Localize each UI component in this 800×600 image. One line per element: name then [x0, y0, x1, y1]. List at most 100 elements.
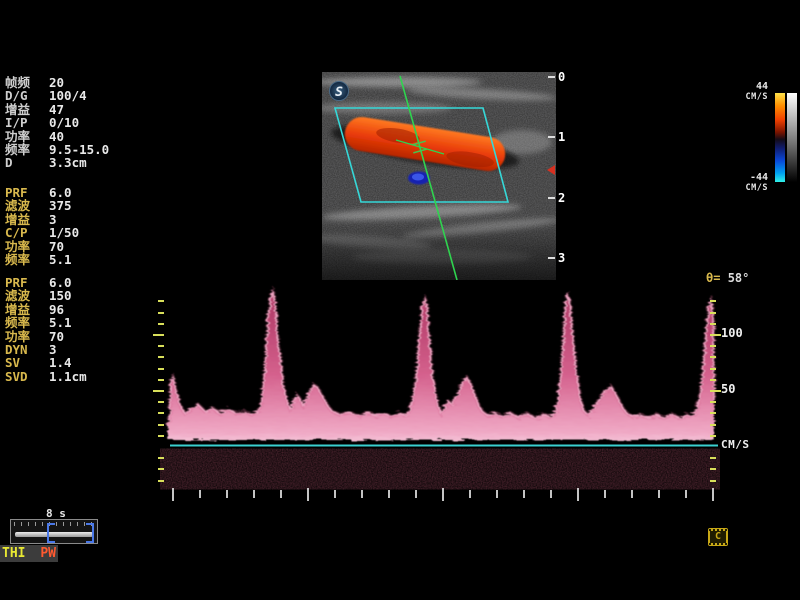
param-label: PRF: [5, 275, 28, 290]
param-row: 频率 9.5-15.0: [5, 142, 155, 158]
velocity-tick-right: [710, 368, 716, 370]
param-label: 功率: [5, 238, 31, 254]
param-value: 100/4: [49, 88, 87, 104]
film-perforation: [709, 529, 727, 531]
colorbar-max-label: 44 cm/s: [745, 81, 768, 102]
param-row: I/P 0/10: [5, 116, 155, 130]
param-value: 1/50: [49, 225, 80, 241]
sub-baseline-noise: [170, 452, 714, 486]
param-value: 9.5-15.0: [49, 142, 110, 158]
thi-mode-label[interactable]: THI: [2, 546, 26, 561]
param-label: 频率: [5, 315, 31, 331]
velocity-tick-left: [158, 468, 164, 470]
velocity-tick-right: [710, 312, 716, 314]
param-label: DYN: [5, 342, 28, 358]
time-ruler-tick: [469, 490, 471, 498]
doppler-beam-line[interactable]: [399, 75, 458, 280]
param-value: 47: [49, 101, 65, 117]
velocity-tick-left: [158, 300, 164, 302]
time-ruler-tick: [361, 490, 363, 498]
depth-tick: [548, 257, 555, 259]
grayscale-bar: [787, 93, 797, 182]
depth-label: 3: [558, 251, 566, 265]
param-label: SV: [5, 355, 21, 371]
velocity-tick-left: [158, 379, 164, 381]
param-value: 6.0: [49, 275, 72, 290]
param-row: 帧频 20: [5, 75, 155, 90]
angle-correct-line[interactable]: [395, 139, 445, 155]
cine-bar-tick: [14, 522, 15, 526]
color-flow-jet: [344, 116, 506, 172]
velocity-tick-left: [158, 480, 164, 482]
param-label: 滤波: [5, 288, 31, 304]
time-ruler-tick: [631, 490, 633, 498]
param-label: SVD: [5, 368, 28, 384]
param-value: 1.4: [49, 355, 72, 371]
velocity-tick-right: [710, 424, 716, 426]
pw-mode-label[interactable]: PW: [40, 546, 56, 561]
velocity-tick-right: [710, 334, 721, 336]
param-row: D/G 100/4: [5, 88, 155, 104]
depth-shadow: [322, 222, 556, 280]
cine-bar-tick: [77, 522, 78, 526]
param-label: 功率: [5, 328, 31, 344]
bmode-image[interactable]: S: [322, 72, 556, 280]
velocity-label: 100: [721, 326, 743, 340]
cine-bar-tick: [21, 522, 22, 526]
param-label: C/P: [5, 225, 28, 241]
time-ruler-tick: [604, 490, 606, 498]
color-doppler-scale-bar: [775, 93, 785, 182]
param-row: 频率 5.1: [5, 315, 155, 331]
velocity-tick-right: [710, 401, 716, 403]
param-row: 增益 96: [5, 302, 155, 316]
param-value: 40: [49, 128, 65, 144]
colorbar-min-label: -44 cm/s: [745, 172, 768, 193]
param-value: 375: [49, 198, 72, 214]
param-value: 20: [49, 75, 65, 90]
param-row: 功率 70: [5, 328, 155, 344]
velocity-tick-right: [710, 435, 716, 437]
depth-label: 1: [558, 130, 566, 144]
param-row: D 3.3cm: [5, 155, 155, 171]
param-row: C/P 1/50: [5, 225, 155, 241]
color-roi-box[interactable]: [333, 107, 510, 203]
velocity-tick-left: [153, 390, 164, 392]
color-params-block: PRF 6.0 滤波 375 增益 3 C/P 1/50 功率 70 频率 5.1: [5, 186, 155, 268]
velocity-tick-left: [153, 334, 164, 336]
cine-slider-groove[interactable]: [15, 532, 93, 537]
velocity-tick-left: [158, 401, 164, 403]
sample-gate[interactable]: [412, 140, 427, 154]
param-row: 滤波 150: [5, 288, 155, 304]
time-ruler-tick: [334, 490, 336, 498]
cine-icon-letter: C: [710, 531, 726, 543]
param-label: D: [5, 155, 13, 171]
velocity-tick-left: [158, 457, 164, 459]
velocity-tick-right: [710, 300, 716, 302]
param-value: 1.1cm: [49, 368, 87, 384]
focus-marker-icon[interactable]: [547, 165, 555, 175]
param-label: 滤波: [5, 198, 31, 214]
cine-range-bracket-left[interactable]: [47, 523, 55, 543]
cine-bar-tick: [63, 522, 64, 526]
vendor-logo-letter: S: [335, 85, 343, 100]
param-value: 3: [49, 342, 57, 358]
time-ruler-tick: [253, 490, 255, 498]
velocity-unit-label: cm/s: [721, 438, 750, 451]
cine-loop-icon[interactable]: C: [708, 528, 728, 546]
velocity-tick-right: [710, 379, 716, 381]
doppler-angle-readout: θ= 58°: [706, 271, 749, 285]
velocity-tick-right: [710, 480, 716, 482]
param-value: 5.1: [49, 252, 72, 268]
time-ruler-tick: [550, 490, 552, 498]
param-row: DYN 3: [5, 342, 155, 358]
depth-label: 2: [558, 191, 566, 205]
time-ruler-tick: [442, 488, 444, 501]
mode-badge[interactable]: THI PW: [0, 545, 58, 562]
time-ruler-tick: [577, 488, 579, 501]
param-row: PRF 6.0: [5, 186, 155, 200]
time-ruler-tick: [172, 488, 174, 501]
depth-tick: [548, 76, 555, 78]
velocity-tick-left: [158, 368, 164, 370]
cine-range-bracket-right[interactable]: [86, 523, 94, 543]
